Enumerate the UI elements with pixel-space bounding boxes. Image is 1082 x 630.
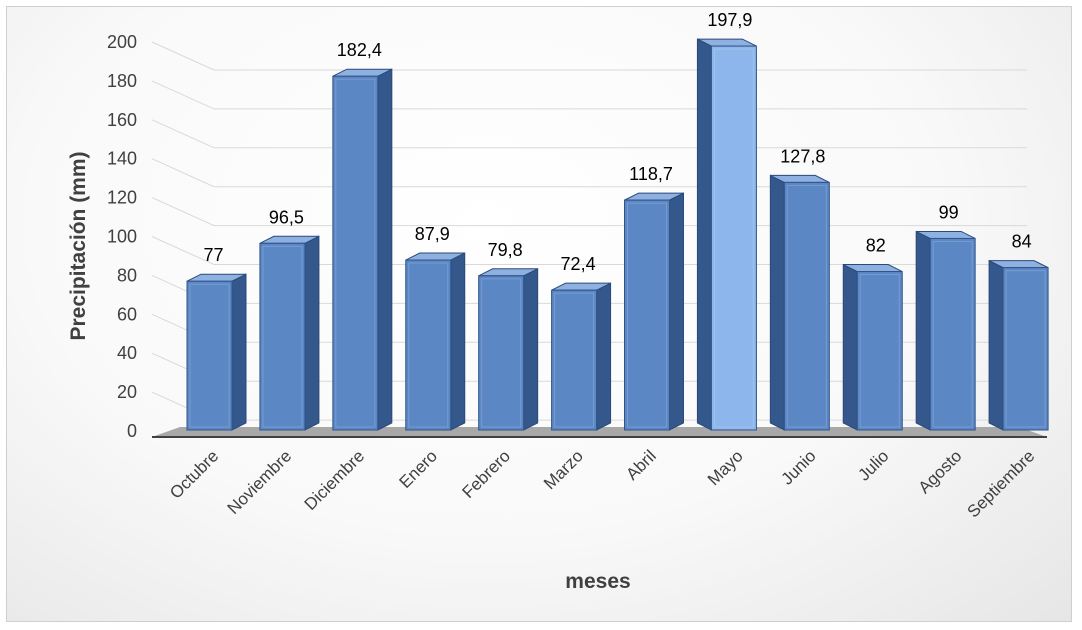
data-label: 87,9: [415, 224, 450, 244]
bar-side: [915, 230, 931, 431]
bar-inner-edge: [189, 283, 230, 428]
y-tick-label: 0: [127, 421, 137, 441]
bar-inner-edge: [481, 278, 522, 428]
y-tick-label: 200: [107, 32, 137, 52]
bar-inner-edge: [1005, 270, 1046, 428]
bar: [332, 68, 393, 431]
bar-inner-edge: [262, 245, 303, 428]
bar: [186, 273, 247, 431]
y-tick-label: 40: [117, 343, 137, 363]
bars: [186, 38, 1049, 431]
x-axis-title: meses: [565, 570, 630, 593]
bar-front: [1002, 267, 1049, 431]
x-tick-label: Septiembre: [964, 446, 1039, 521]
bar-inner-edge: [335, 78, 376, 428]
data-labels: 77 96,5 182,4 87,9 79,8 72,4 118,7 197,9 127,8 82…: [203, 10, 1031, 274]
bar-inner-edge: [713, 48, 754, 428]
data-label: 99: [939, 202, 959, 222]
y-tick-label: 80: [117, 265, 137, 285]
x-tick-label: Octubre: [166, 446, 222, 502]
x-axis-ticks: Octubre Noviembre Diciembre Enero Febrero Mar…: [166, 446, 1038, 521]
bar-front: [186, 280, 233, 431]
bar-side: [231, 273, 247, 431]
bar-front: [710, 45, 757, 431]
y-tick-label: 60: [117, 304, 137, 324]
bar-side: [842, 263, 858, 431]
x-tick-label: Diciembre: [301, 446, 369, 514]
gridline: [151, 119, 1027, 149]
bar: [842, 263, 903, 431]
bar: [988, 259, 1049, 431]
bar-front: [259, 242, 306, 431]
data-label: 84: [1012, 232, 1032, 252]
bar-inner-edge: [408, 262, 449, 428]
x-tick-label: Mayo: [704, 446, 747, 489]
bar-side: [696, 38, 712, 431]
data-label: 118,7: [629, 164, 673, 184]
x-tick-label: Marzo: [540, 446, 587, 493]
bar-front: [478, 275, 525, 431]
bar-inner-edge: [932, 240, 973, 428]
bar-front: [624, 199, 670, 431]
bar: [405, 252, 466, 431]
bar-front: [332, 75, 379, 431]
x-tick-label: Enero: [396, 446, 442, 492]
data-label: 72,4: [561, 254, 596, 274]
y-tick-label: 120: [107, 188, 137, 208]
bar-inner-edge: [627, 202, 667, 428]
bar-inner-edge: [786, 184, 827, 428]
y-tick-label: 160: [107, 110, 137, 130]
bar-inner-edge: [859, 274, 900, 428]
bar-side: [988, 259, 1004, 431]
bar-chart: 77 96,5 182,4 87,9 79,8 72,4 118,7 197,9 127,8 82…: [67, 10, 1049, 593]
bar: [551, 282, 612, 431]
bar-side: [769, 174, 785, 431]
data-label: 79,8: [488, 240, 523, 260]
data-label: 127,8: [780, 146, 825, 166]
gridline: [151, 158, 1027, 188]
bar-side: [377, 68, 393, 431]
bar: [259, 235, 320, 431]
bar-front: [929, 237, 976, 431]
x-tick-label: Febrero: [458, 446, 514, 502]
x-tick-label: Junio: [777, 446, 819, 488]
bar-front: [783, 181, 830, 431]
bar-side: [304, 235, 320, 431]
bar-front: [405, 259, 452, 431]
x-tick-label: Agosto: [915, 446, 966, 497]
chart-area: 77 96,5 182,4 87,9 79,8 72,4 118,7 197,9 127,8 82…: [6, 6, 1072, 622]
bar-side: [450, 252, 466, 431]
gridline: [151, 80, 1027, 110]
data-label: 197,9: [707, 10, 752, 30]
bar: [478, 267, 539, 431]
bar-side: [596, 282, 612, 431]
bar-front: [551, 289, 598, 431]
x-tick-label: Noviembre: [224, 446, 296, 518]
bar: [769, 174, 830, 431]
y-tick-label: 100: [107, 227, 137, 247]
bar: [624, 192, 684, 431]
bar: [915, 230, 976, 431]
data-label: 182,4: [337, 40, 382, 60]
y-tick-label: 180: [107, 71, 137, 91]
data-label: 96,5: [269, 207, 304, 227]
gridline: [151, 41, 1027, 71]
data-label: 82: [866, 236, 886, 256]
bar-side: [669, 192, 684, 431]
x-tick-label: Abril: [622, 446, 659, 483]
data-label: 77: [203, 245, 223, 265]
bar-inner-edge: [554, 292, 595, 428]
bar-front: [856, 271, 903, 431]
y-axis-ticks: 0 20 40 60 80 100 120 140 160 180 200: [107, 32, 137, 441]
y-tick-label: 140: [107, 149, 137, 169]
x-tick-label: Julio: [854, 446, 892, 484]
y-axis-title: Precipitación (mm): [67, 151, 90, 340]
y-tick-label: 20: [117, 382, 137, 402]
bar-side: [523, 267, 539, 431]
bar: [696, 38, 757, 431]
